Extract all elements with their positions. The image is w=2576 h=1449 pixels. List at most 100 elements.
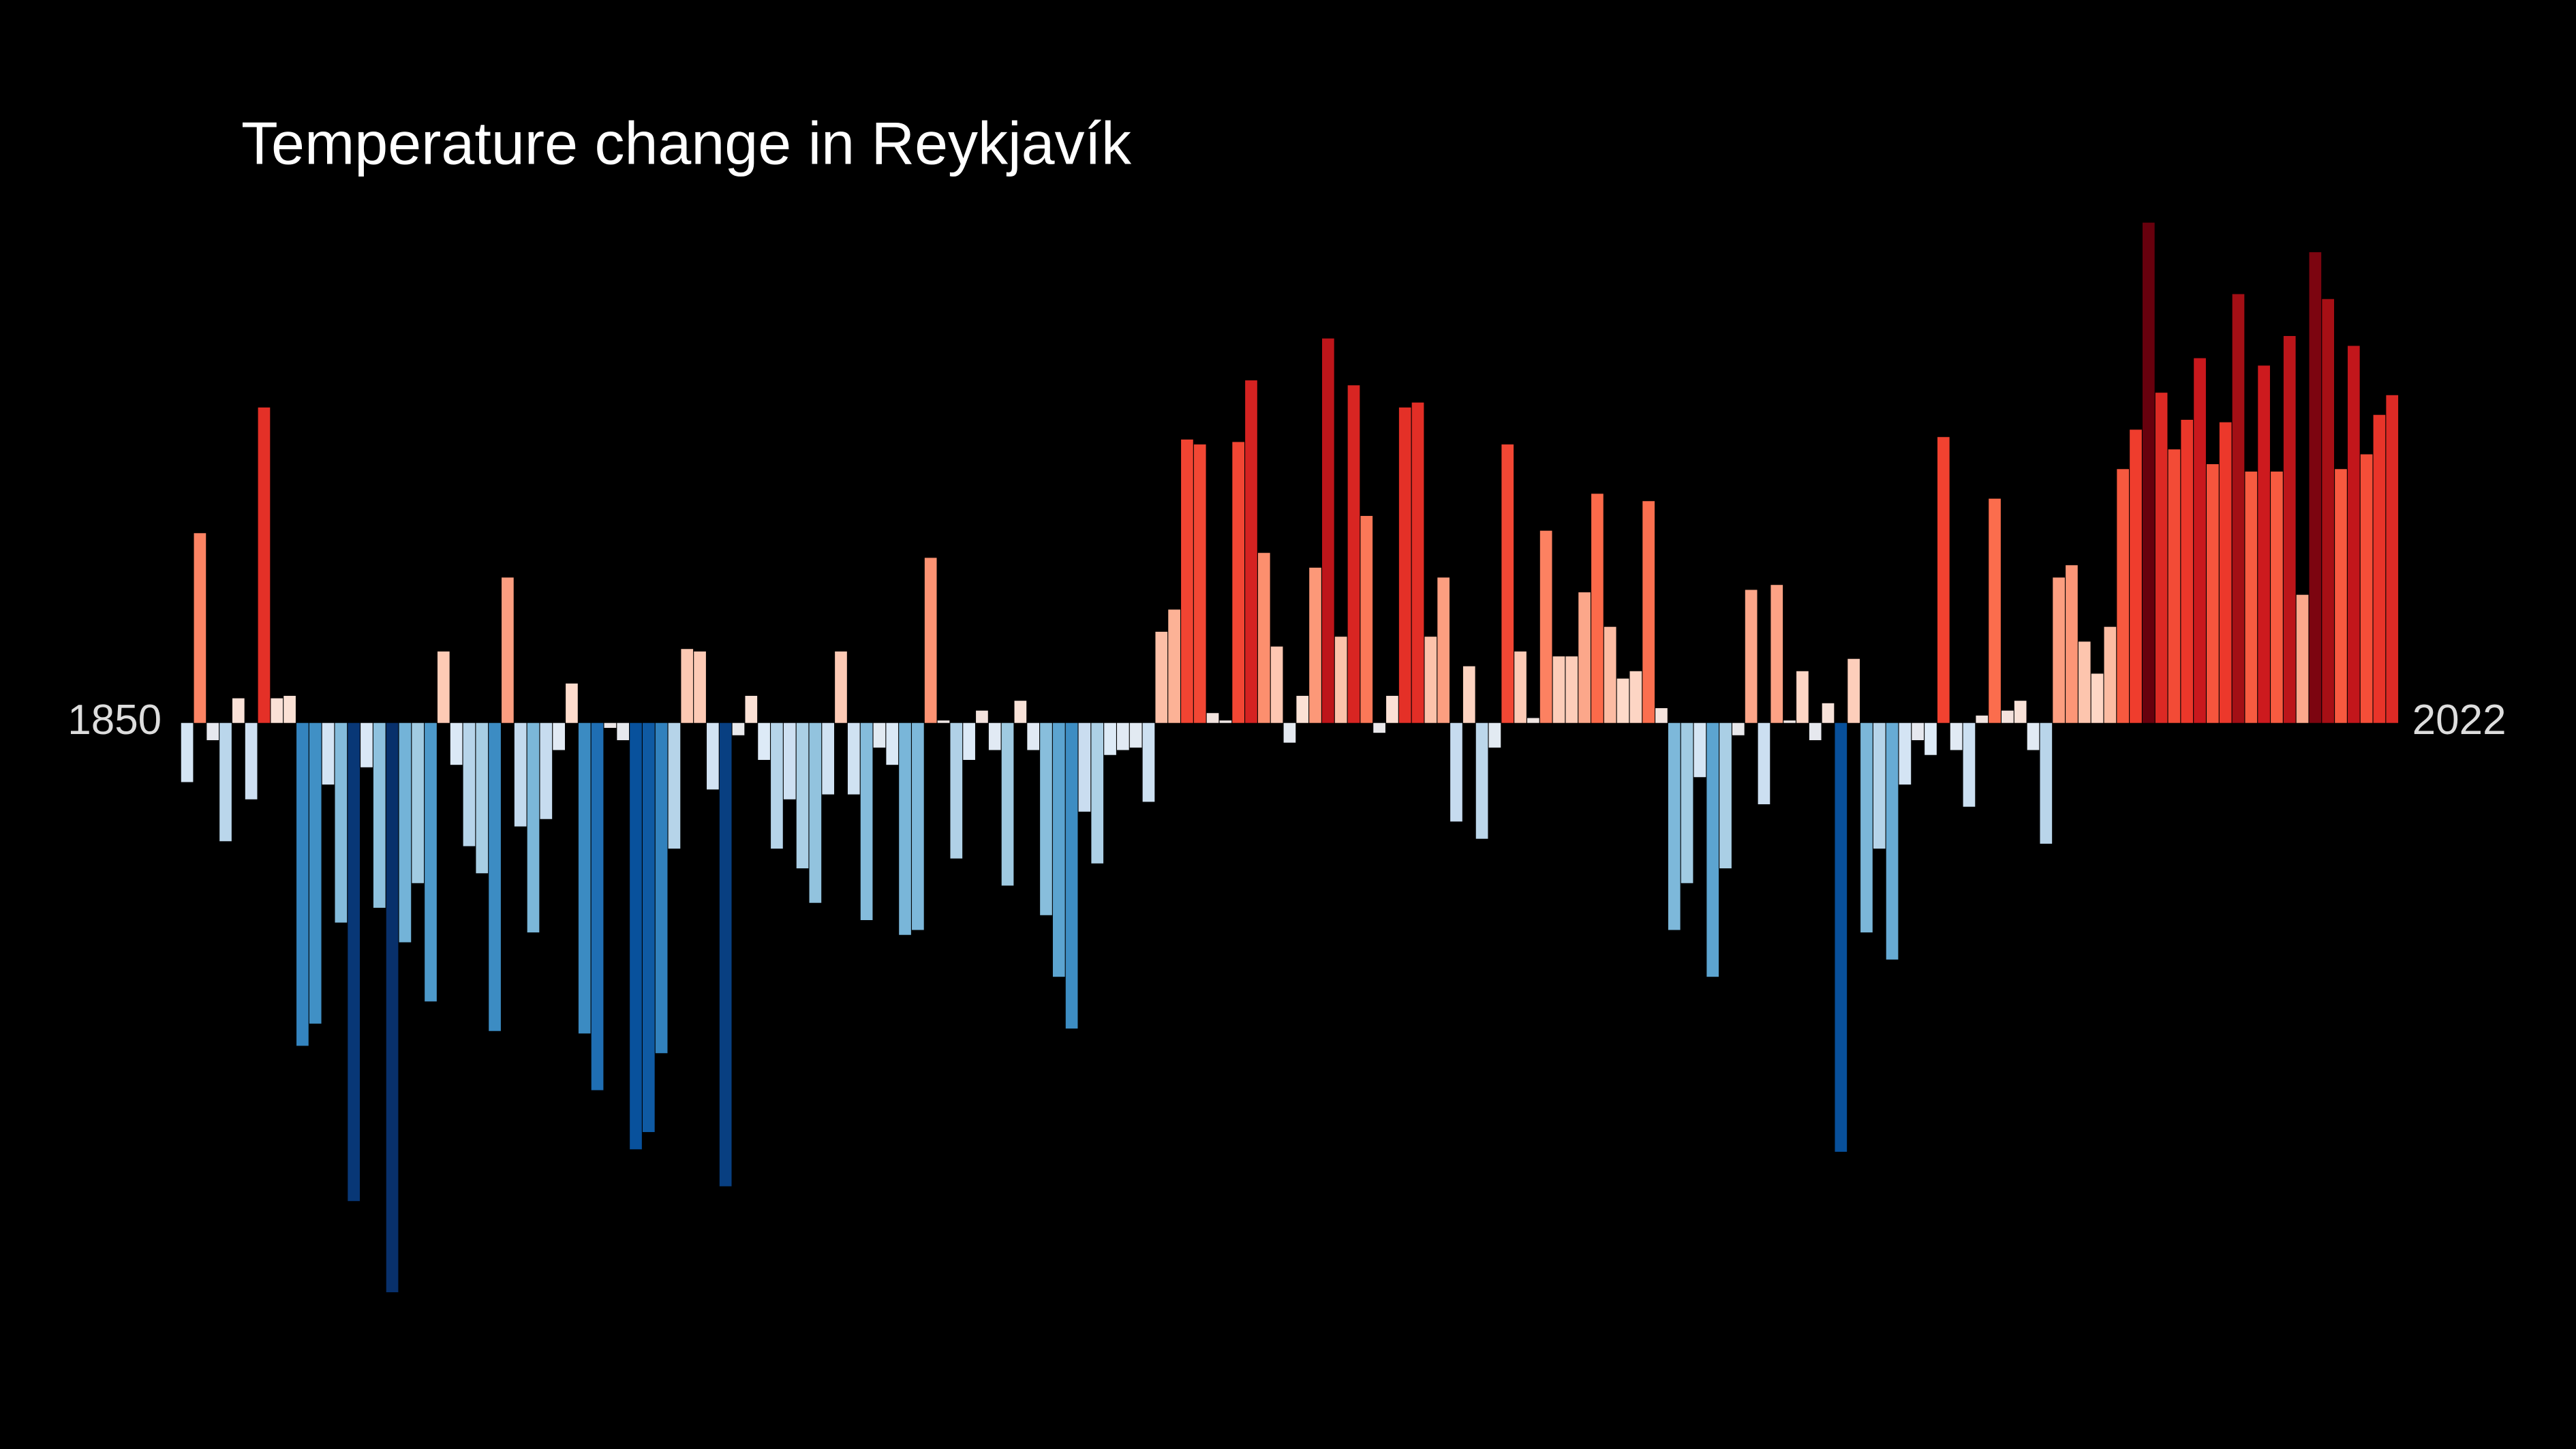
- bar: [2066, 565, 2078, 723]
- bar: [386, 722, 399, 1293]
- bar: [886, 722, 899, 765]
- bar: [1822, 703, 1835, 723]
- bar: [1989, 498, 2001, 723]
- bar: [194, 533, 206, 723]
- bar: [2283, 335, 2296, 723]
- bar: [1411, 402, 1424, 723]
- bar: [206, 722, 219, 741]
- bar: [604, 722, 617, 728]
- bar: [1283, 722, 1296, 743]
- bar: [1591, 493, 1604, 723]
- bar: [1642, 501, 1655, 723]
- bar: [1347, 385, 1360, 723]
- bar: [1155, 631, 1168, 723]
- bar: [2155, 393, 2168, 723]
- bar: [450, 722, 463, 765]
- bar: [2386, 395, 2399, 723]
- bar: [822, 722, 835, 795]
- bar: [2258, 365, 2270, 723]
- chart-title: Temperature change in Reykjavík: [241, 109, 1132, 177]
- bar: [1655, 708, 1668, 723]
- bar: [399, 722, 412, 943]
- bar: [950, 722, 963, 859]
- bar: [181, 722, 194, 782]
- bar: [1078, 722, 1091, 812]
- bar: [1886, 722, 1899, 960]
- bar: [373, 722, 386, 908]
- bar: [1052, 722, 1065, 977]
- bar: [1091, 722, 1104, 864]
- bar: [2014, 701, 2027, 723]
- bar: [271, 698, 283, 723]
- bar: [1668, 722, 1681, 930]
- bar: [1065, 722, 1078, 1029]
- bar: [412, 722, 425, 883]
- bar: [2335, 469, 2347, 723]
- bar: [2194, 358, 2206, 723]
- bar: [1578, 592, 1591, 723]
- bar: [1501, 444, 1514, 723]
- bar: [1181, 439, 1193, 723]
- bar: [809, 722, 822, 903]
- bar: [963, 722, 975, 760]
- bar: [219, 722, 232, 842]
- bar: [1693, 722, 1706, 778]
- bar: [2040, 722, 2053, 844]
- bar: [1386, 695, 1398, 723]
- bar: [873, 722, 886, 748]
- bar: [361, 722, 373, 767]
- bar: [2130, 429, 2142, 723]
- bar: [335, 722, 348, 923]
- bar: [2296, 594, 2309, 723]
- bar: [771, 722, 783, 849]
- bar: [476, 722, 489, 874]
- bar: [988, 722, 1001, 750]
- bar: [1450, 722, 1462, 822]
- bar: [2168, 449, 2181, 723]
- bar: [642, 722, 655, 1132]
- bar: [463, 722, 476, 846]
- bar: [1796, 671, 1809, 723]
- bar: [514, 722, 527, 827]
- bar: [258, 407, 271, 723]
- bar: [578, 722, 591, 1034]
- bar: [2002, 710, 2014, 723]
- bar: [527, 722, 540, 933]
- bar: [1809, 722, 1822, 741]
- bar: [540, 722, 553, 819]
- bar: [425, 722, 437, 1002]
- bar: [322, 722, 335, 785]
- bar: [924, 558, 937, 723]
- bar: [1206, 713, 1219, 723]
- bar: [1117, 722, 1129, 750]
- bar: [1604, 626, 1616, 723]
- bar: [2181, 419, 2194, 723]
- bar: [566, 683, 578, 723]
- bar: [758, 722, 770, 760]
- bar: [2078, 641, 2091, 723]
- bar: [1552, 656, 1565, 723]
- bar: [2232, 294, 2245, 723]
- bar: [2347, 346, 2360, 723]
- bar: [245, 722, 258, 799]
- bar: [1296, 695, 1309, 723]
- bar: [437, 651, 450, 723]
- bar: [1360, 515, 1373, 723]
- bar: [2245, 471, 2258, 723]
- bar: [732, 722, 745, 735]
- bar: [1783, 720, 1796, 723]
- bar: [937, 720, 950, 723]
- bar: [1616, 678, 1629, 723]
- bar: [976, 710, 988, 723]
- bar: [912, 722, 924, 930]
- bar: [1193, 444, 1206, 723]
- bar: [2104, 626, 2117, 723]
- x-tick-label: 2022: [2412, 697, 2506, 744]
- bar: [681, 649, 694, 723]
- bar: [1322, 338, 1334, 723]
- bar: [309, 722, 322, 1024]
- bar: [1373, 722, 1385, 733]
- bar: [796, 722, 809, 869]
- bar: [1706, 722, 1719, 977]
- bar: [1398, 407, 1411, 723]
